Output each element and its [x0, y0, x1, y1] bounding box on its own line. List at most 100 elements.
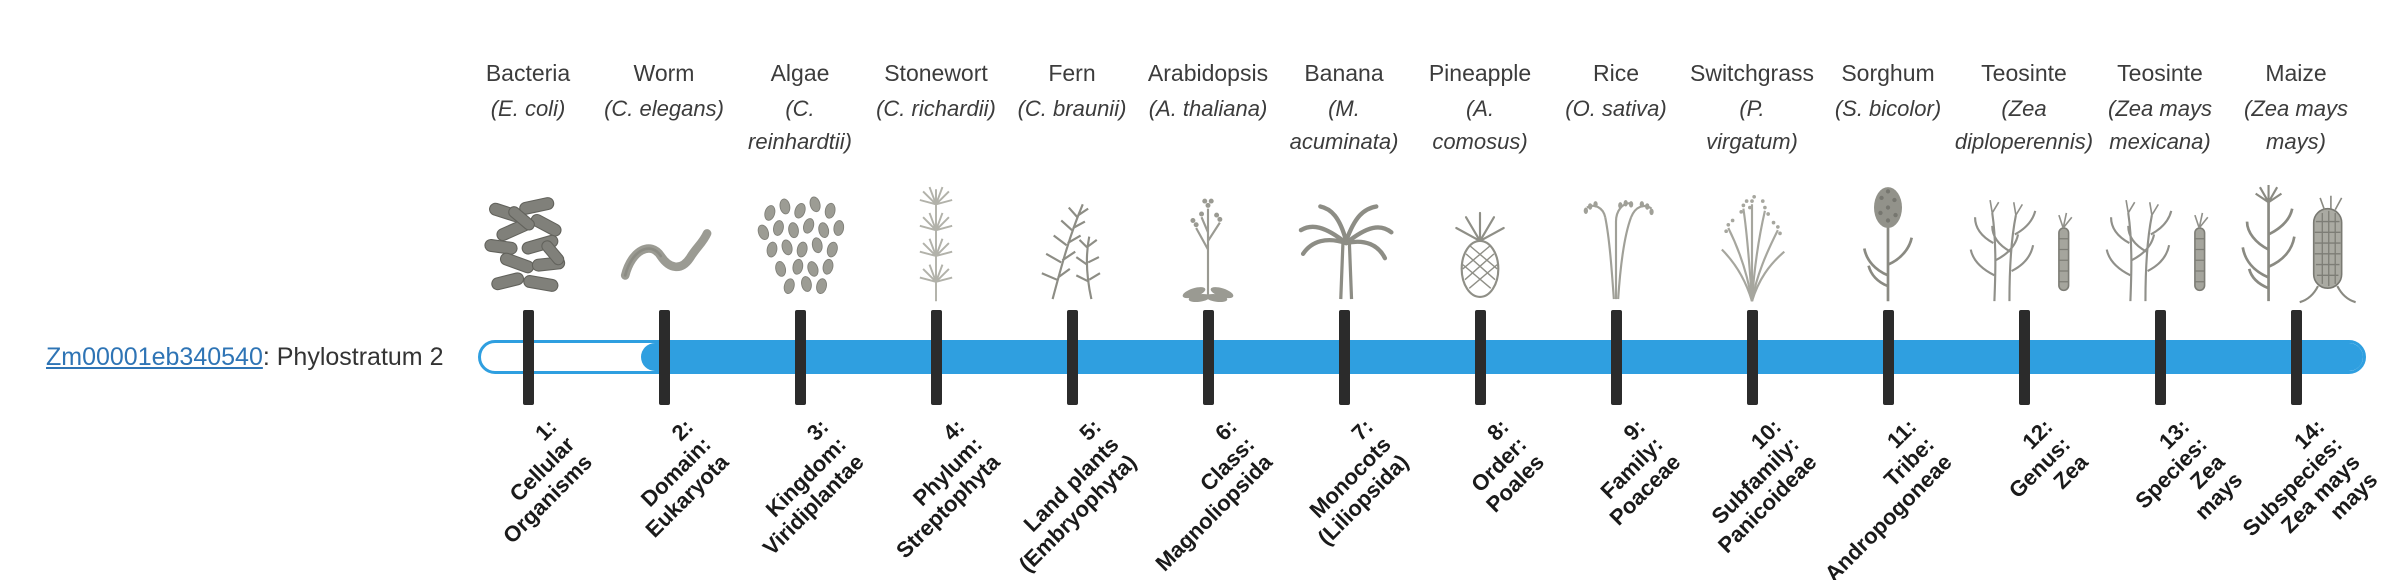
taxon-scientific-name: (C. elegans): [584, 92, 744, 166]
phylostratum-label-2: 2: Domain: Eukaryota: [605, 414, 733, 542]
scientific-name-line: (S. bicolor): [1834, 96, 1942, 121]
scientific-name-line: (M.: [1328, 96, 1360, 121]
taxon-column-1: Bacteria (E. coli): [448, 56, 608, 312]
scientific-name-line: (C.: [785, 96, 815, 121]
scientific-name-line: acuminata): [1289, 129, 1399, 154]
phylostratum-tick-13: [2154, 310, 2166, 405]
phylostratum-tick-14: [2290, 310, 2302, 405]
pineapple-icon: [1400, 166, 1560, 312]
phylostratum-label-9: 9: Family: Poaceae: [1569, 414, 1685, 530]
worm-icon: [584, 166, 744, 312]
maize-icon: [2216, 166, 2376, 312]
phylostratum-tick-7: [1338, 310, 1350, 405]
phylostratum-label-7: 7: Monocots (Liliopsida): [1277, 414, 1413, 550]
fern-icon: [992, 166, 1152, 312]
scientific-name-line: diploperennis): [1954, 129, 2094, 154]
gene-id-link[interactable]: Zm00001eb340540: [46, 343, 263, 371]
taxon-scientific-name: (Zea mays mexicana): [2080, 92, 2240, 166]
taxon-common-name: Sorghum: [1841, 60, 1935, 86]
rice-icon: [1536, 166, 1696, 312]
scientific-name-line: (Zea mays: [2108, 96, 2212, 121]
timeline-bar-fill: [641, 343, 2363, 371]
phylostratum-tick-4: [930, 310, 942, 405]
taxon-common-name: Worm: [633, 60, 695, 86]
taxon-scientific-name: (A. comosus): [1400, 92, 1560, 166]
phylostratum-label-12: 12: Genus: Zea: [1986, 414, 2093, 521]
taxon-scientific-name: (P. virgatum): [1672, 92, 1832, 166]
scientific-name-line: (A. thaliana): [1148, 96, 1268, 121]
banana-icon: [1264, 166, 1424, 312]
taxon-column-4: Stonewort (C. richardii): [856, 56, 1016, 312]
taxon-common-name: Arabidopsis: [1147, 60, 1269, 86]
switchgrass-icon: [1672, 166, 1832, 312]
taxon-column-14: Maize (Zea mays mays): [2216, 56, 2376, 312]
phylostratum-tick-11: [1882, 310, 1894, 405]
taxon-common-name: Pineapple: [1428, 60, 1532, 86]
taxon-column-13: Teosinte (Zea mays mexicana): [2080, 56, 2240, 312]
timeline-bar: [478, 340, 2366, 374]
taxon-column-7: Banana (M. acuminata): [1264, 56, 1424, 312]
taxon-scientific-name: (C. richardii): [856, 92, 1016, 166]
taxon-common-name: Bacteria: [485, 60, 571, 86]
taxon-scientific-name: (M. acuminata): [1264, 92, 1424, 166]
bacteria-icon: [448, 166, 608, 312]
taxon-scientific-name: (O. sativa): [1536, 92, 1696, 166]
phylostratum-tick-12: [2018, 310, 2030, 405]
scientific-name-line: (A.: [1465, 96, 1495, 121]
taxon-common-name: Algae: [770, 60, 830, 86]
gene-label: Zm00001eb340540: Phylostratum 2: [46, 342, 444, 372]
teosinte-icon: [2080, 166, 2240, 312]
taxon-scientific-name: (Zea diploperennis): [1944, 92, 2104, 166]
arabidopsis-icon: [1128, 166, 1288, 312]
phylostratum-tick-8: [1474, 310, 1486, 405]
taxon-scientific-name: (C. braunii): [992, 92, 1152, 166]
scientific-name-line: (O. sativa): [1565, 96, 1667, 121]
phylostratum-label-8: 8: Order: Poales: [1446, 414, 1549, 517]
scientific-name-line: mays): [2266, 129, 2326, 154]
taxon-column-3: Algae (C. reinhardtii): [720, 56, 880, 312]
phylostratum-label-5: 5: Land plants (Embryophyta): [978, 414, 1141, 577]
taxon-column-8: Pineapple (A. comosus): [1400, 56, 1560, 312]
phylostratum-label-13: 13: Species: Zea mays: [2112, 414, 2247, 549]
scientific-name-line: reinhardtii): [748, 129, 852, 154]
scientific-name-line: (E. coli): [490, 96, 566, 121]
taxon-scientific-name: (E. coli): [448, 92, 608, 166]
phylostratum-label-6: 6: Class: Magnoliopsida: [1115, 414, 1277, 576]
phylostratum-tick-5: [1066, 310, 1078, 405]
scientific-name-line: (C. elegans): [604, 96, 724, 121]
taxon-column-5: Fern (C. braunii): [992, 56, 1152, 312]
taxon-scientific-name: (C. reinhardtii): [720, 92, 880, 166]
taxon-common-name: Stonewort: [884, 60, 988, 86]
taxon-column-6: Arabidopsis (A. thaliana): [1128, 56, 1288, 312]
taxon-scientific-name: (A. thaliana): [1128, 92, 1288, 166]
algae-icon: [720, 166, 880, 312]
phylostratum-tick-10: [1746, 310, 1758, 405]
phylostratum-label-11: 11: Tribe: Andropogoneae: [1785, 414, 1957, 580]
scientific-name-line: (Zea mays: [2244, 96, 2348, 121]
taxon-common-name: Switchgrass: [1690, 60, 1814, 86]
taxon-common-name: Banana: [1304, 60, 1384, 86]
taxon-column-10: Switchgrass (P. virgatum): [1672, 56, 1832, 312]
scientific-name-line: (Zea: [2001, 96, 2047, 121]
sorghum-icon: [1808, 166, 1968, 312]
scientific-name-line: (C. richardii): [876, 96, 996, 121]
taxon-column-11: Sorghum (S. bicolor): [1808, 56, 1968, 312]
teosinte-icon: [1944, 166, 2104, 312]
taxon-common-name: Maize: [2265, 60, 2327, 86]
taxon-scientific-name: (S. bicolor): [1808, 92, 1968, 166]
taxon-common-name: Fern: [1048, 60, 1096, 86]
stonewort-icon: [856, 166, 1016, 312]
taxon-common-name: Rice: [1592, 60, 1639, 86]
phylostratum-label-4: 4: Phylum: Streptophyta: [856, 414, 1005, 563]
scientific-name-line: comosus): [1432, 129, 1528, 154]
taxon-column-9: Rice (O. sativa): [1536, 56, 1696, 312]
scientific-name-line: virgatum): [1706, 129, 1798, 154]
phylostratum-tick-2: [658, 310, 670, 405]
taxon-column-12: Teosinte (Zea diploperennis): [1944, 56, 2104, 312]
phylostratum-tick-9: [1610, 310, 1622, 405]
scientific-name-line: (C. braunii): [1017, 96, 1127, 121]
taxon-common-name: Teosinte: [2117, 60, 2203, 86]
taxon-common-name: Teosinte: [1981, 60, 2067, 86]
gene-phylostratum-text: : Phylostratum 2: [262, 343, 444, 371]
